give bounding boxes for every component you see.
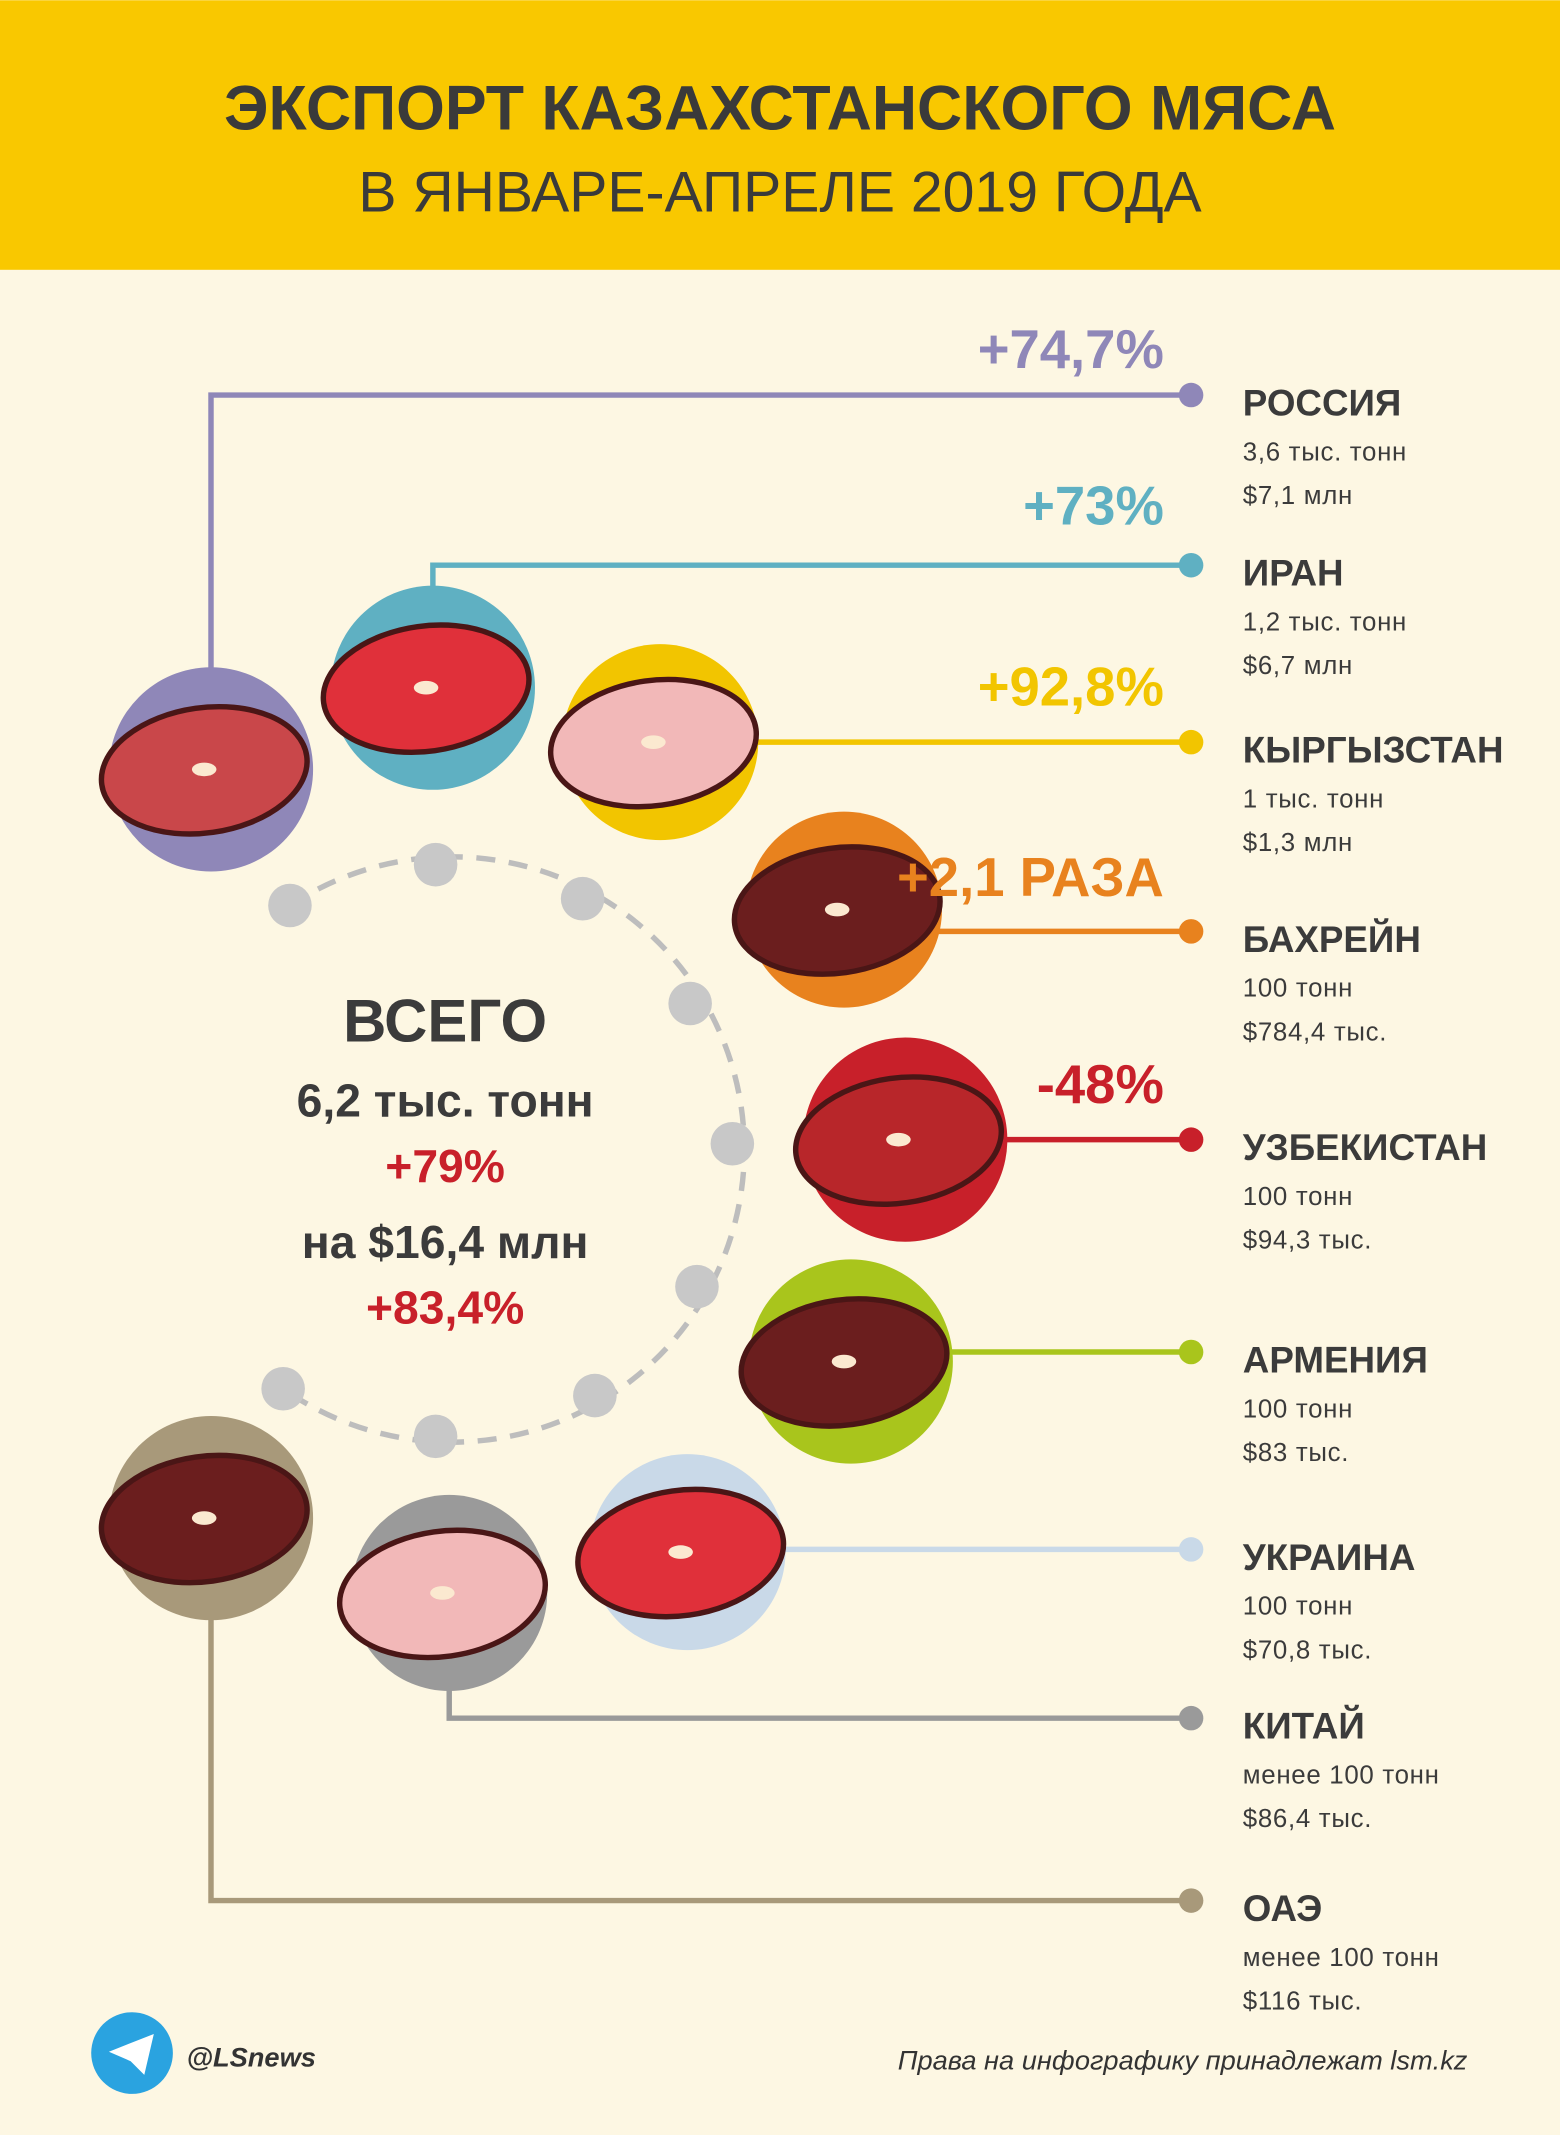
subtitle: В ЯНВАРЕ-АПРЕЛЕ 2019 ГОДА [358, 160, 1202, 224]
country-dot [1178, 729, 1204, 755]
country-dot [1178, 919, 1204, 944]
country-name: БАХРЕЙН [1243, 918, 1421, 960]
country-value: $86,4 тыс. [1243, 1805, 1372, 1833]
connector [430, 562, 1192, 593]
countries: РОССИЯ 3,6 тыс. тонн $7,1 млн +74,7% ИРАН 1,2… [98, 319, 1504, 2015]
country-change: +74,7% [978, 319, 1164, 380]
country-dot [1178, 1705, 1204, 1731]
total-value: на $16,4 млн [302, 1216, 589, 1268]
steak-bone [191, 762, 217, 777]
country-change: +73% [1023, 475, 1164, 536]
ring-dot [710, 1121, 755, 1166]
steak-bone [430, 1586, 455, 1600]
country-volume: 100 тонн [1243, 1395, 1353, 1423]
country-dot [1178, 552, 1204, 578]
country-name: АРМЕНИЯ [1243, 1339, 1428, 1380]
total-value-change: +83,4% [366, 1281, 524, 1333]
steak-bone [886, 1132, 911, 1147]
steak-bone [668, 1545, 693, 1559]
country-volume: 100 тонн [1243, 1593, 1353, 1621]
country-value: $83 тыс. [1243, 1439, 1349, 1467]
steak-bone [641, 735, 666, 749]
country-name: КИТАЙ [1243, 1705, 1365, 1747]
title: ЭКСПОРТ КАЗАХСТАНСКОГО МЯСА [224, 74, 1336, 144]
total-volume-change: +79% [385, 1140, 505, 1192]
meat-circles [98, 585, 1008, 1691]
country-volume: 100 тонн [1243, 1183, 1353, 1211]
total-label: ВСЕГО [343, 988, 547, 1055]
ring-dot [560, 876, 605, 921]
ring-dot [675, 1264, 719, 1309]
steak-bone [824, 902, 850, 917]
ring-dot [413, 1414, 458, 1459]
dashed-arc [281, 854, 748, 1445]
country-volume: 1 тыс. тонн [1243, 786, 1384, 814]
ring-dot [668, 981, 712, 1026]
country-dot [1178, 1888, 1204, 1913]
steak-bone [831, 1354, 857, 1369]
connectors [208, 382, 1204, 1913]
connector [208, 1613, 1192, 1904]
telegram-plane [108, 2033, 154, 2075]
country-value: $116 тыс. [1243, 1987, 1362, 2015]
country-change: +2,1 РАЗА [897, 847, 1164, 908]
steak-bone [191, 1511, 217, 1525]
country-volume: 100 тонн [1243, 975, 1353, 1003]
country-volume: 1,2 тыс. тонн [1243, 609, 1407, 637]
country-name: ИРАН [1243, 553, 1344, 594]
country-name: КЫРГЫЗСТАН [1243, 730, 1504, 771]
country-dot [1178, 1537, 1204, 1562]
country-value: $70,8 тыс. [1243, 1636, 1372, 1664]
country-value: $94,3 тыс. [1243, 1227, 1372, 1255]
connector [208, 392, 1192, 675]
country-value: $784,4 тыс. [1243, 1018, 1387, 1046]
country-volume: менее 100 тонн [1243, 1762, 1440, 1790]
connector [446, 1681, 1192, 1721]
ring-dot [268, 883, 312, 928]
country-dot [1178, 1339, 1204, 1365]
country-value: $7,1 млн [1243, 482, 1353, 510]
handle: @LSnews [186, 2042, 315, 2073]
total-volume: 6,2 тыс. тонн [297, 1075, 594, 1127]
country-name: ОАЭ [1243, 1888, 1322, 1929]
country-name: УКРАИНА [1243, 1537, 1416, 1578]
steak-bone [413, 680, 439, 695]
country-change: +92,8% [978, 656, 1164, 717]
country-volume: менее 100 тонн [1243, 1944, 1440, 1972]
country-volume: 3,6 тыс. тонн [1243, 438, 1407, 466]
ring-dot [261, 1366, 305, 1411]
country-value: $1,3 млн [1243, 829, 1353, 857]
country-change: -48% [1037, 1054, 1164, 1115]
country-dot [1178, 382, 1204, 408]
ring-dot [413, 842, 458, 887]
country-dot [1178, 1127, 1204, 1152]
ring-dot [573, 1373, 617, 1418]
country-value: $6,7 млн [1243, 652, 1353, 680]
total-ring [261, 842, 755, 1459]
credit: Права на инфографику принадлежат lsm.kz [898, 2044, 1468, 2075]
country-name: УЗБЕКИСТАН [1243, 1127, 1488, 1168]
header-band [0, 0, 1560, 270]
country-name: РОССИЯ [1243, 382, 1402, 423]
